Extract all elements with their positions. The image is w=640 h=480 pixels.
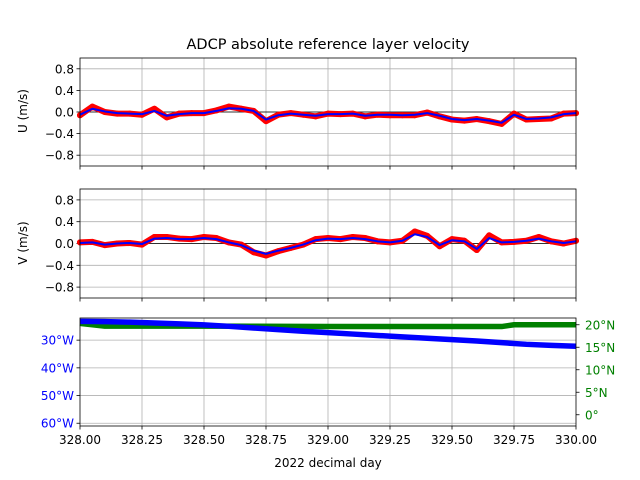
latitude-tick-label: 0° xyxy=(585,408,599,422)
y-tick-label: 0.8 xyxy=(55,62,74,76)
x-tick-label: 330.00 xyxy=(555,433,597,447)
longitude-tick-label: 50°W xyxy=(41,389,74,403)
y-tick-label: 0.4 xyxy=(55,84,74,98)
longitude-tick-label: 40°W xyxy=(41,361,74,375)
x-tick-label: 329.75 xyxy=(493,433,535,447)
latitude-tick-label: 15°N xyxy=(585,341,615,355)
plot-frame xyxy=(79,317,577,427)
v-axis-label: V (m/s) xyxy=(16,221,30,264)
plot-frame xyxy=(79,188,577,299)
x-tick-label: 328.25 xyxy=(121,433,163,447)
y-tick-label: −0.4 xyxy=(45,127,74,141)
x-tick-label: 328.50 xyxy=(183,433,225,447)
position-panel: 328.00 328.25 328.50 328.75 329.00 329.25 329.… xyxy=(41,317,615,447)
v-velocity-panel: −0.8 −0.4 0.0 0.4 0.8 xyxy=(45,188,579,302)
y-tick-label: 0.0 xyxy=(55,237,74,251)
figure-title: ADCP absolute reference layer velocity xyxy=(186,37,469,53)
y-tick-label: −0.8 xyxy=(45,149,74,163)
latitude-tick-label: 20°N xyxy=(585,318,615,332)
y-tick-label: −0.4 xyxy=(45,259,74,273)
x-tick-label: 328.00 xyxy=(59,433,101,447)
u-axis-label: U (m/s) xyxy=(16,89,30,133)
u-velocity-panel: −0.8 −0.4 0.0 0.4 0.8 xyxy=(45,57,579,170)
y-tick-label: 0.4 xyxy=(55,215,74,229)
longitude-line xyxy=(79,318,577,349)
plot-frame xyxy=(79,57,577,167)
x-tick-label: 329.00 xyxy=(307,433,349,447)
x-tick-label: 329.50 xyxy=(431,433,473,447)
y-tick-label: 0.0 xyxy=(55,106,74,120)
latitude-tick-label: 10°N xyxy=(585,363,615,377)
x-axis-label: 2022 decimal day xyxy=(274,456,382,470)
x-tick-label: 328.75 xyxy=(245,433,287,447)
smoothed-series-line xyxy=(79,233,577,255)
longitude-tick-label: 60°W xyxy=(41,417,74,431)
latitude-tick-label: 5°N xyxy=(585,386,608,400)
x-tick-label: 329.25 xyxy=(369,433,411,447)
y-tick-label: −0.8 xyxy=(45,281,74,295)
latitude-line xyxy=(79,320,576,330)
smoothed-series-line xyxy=(79,107,577,124)
longitude-tick-label: 30°W xyxy=(41,334,74,348)
y-tick-label: 0.8 xyxy=(55,193,74,207)
